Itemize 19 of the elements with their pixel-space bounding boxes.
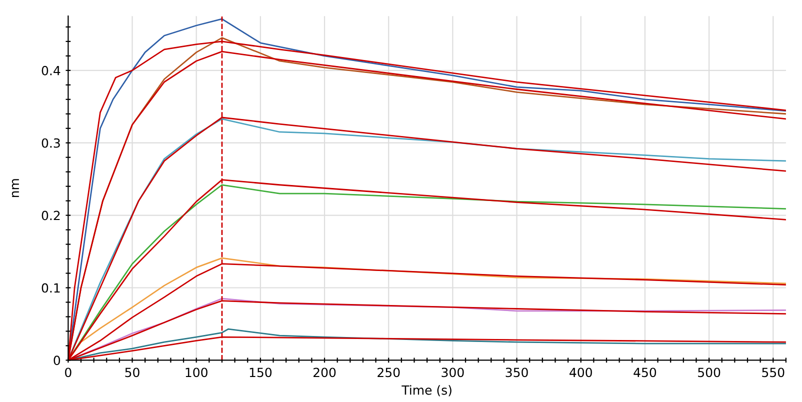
x-tick-label: 450 bbox=[634, 368, 656, 378]
x-tick-label: 300 bbox=[442, 368, 464, 378]
y-axis-title: nm bbox=[12, 179, 19, 198]
y-tick-label: 0.4 bbox=[42, 66, 60, 76]
x-tick-label: 100 bbox=[186, 368, 208, 378]
x-tick-label: 250 bbox=[378, 368, 400, 378]
x-axis-title: Time (s) bbox=[402, 385, 452, 396]
x-tick-label: 150 bbox=[250, 368, 272, 378]
y-tick-label: 0 bbox=[54, 356, 60, 366]
x-tick-label: 550 bbox=[762, 368, 784, 378]
x-tick-label: 500 bbox=[698, 368, 720, 378]
x-tick-label: 0 bbox=[65, 368, 72, 378]
x-tick-label: 400 bbox=[570, 368, 592, 378]
x-tick-label: 50 bbox=[125, 368, 140, 378]
y-tick-label: 0.2 bbox=[42, 210, 60, 220]
x-tick-label: 350 bbox=[506, 368, 528, 378]
y-tick-label: 0.3 bbox=[42, 138, 60, 148]
y-tick-label: 0.1 bbox=[42, 283, 60, 293]
x-tick-label: 200 bbox=[314, 368, 336, 378]
